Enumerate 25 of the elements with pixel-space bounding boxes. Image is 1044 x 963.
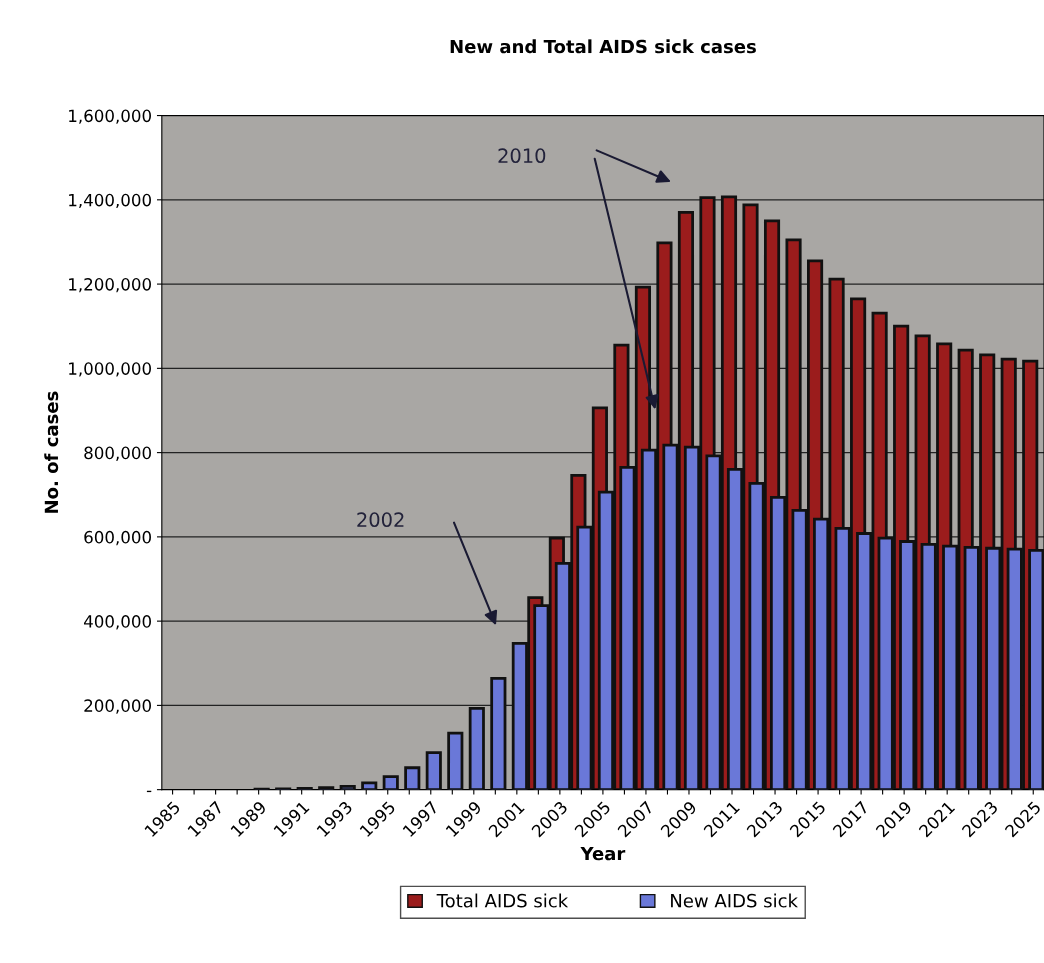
y-tick-label: 1,400,000 bbox=[69, 193, 151, 209]
y-tick-label: 400,000 bbox=[83, 615, 151, 630]
bar bbox=[447, 731, 464, 790]
chart-title: New and Total AIDS sick cases bbox=[450, 39, 756, 54]
bar bbox=[404, 766, 421, 790]
bar bbox=[382, 775, 399, 790]
y-tick-label: 1,000,000 bbox=[69, 362, 151, 377]
x-axis-title: Year bbox=[580, 846, 626, 861]
legend-label: Total AIDS sick bbox=[436, 893, 569, 908]
bar bbox=[490, 677, 507, 790]
legend-label: New AIDS sick bbox=[671, 893, 798, 908]
y-tick-label: 800,000 bbox=[84, 446, 151, 461]
y-tick-label: 200,000 bbox=[84, 699, 151, 714]
bar bbox=[318, 786, 335, 790]
bar bbox=[425, 751, 442, 790]
bar bbox=[339, 784, 356, 790]
bar bbox=[361, 781, 378, 790]
y-tick-label: 1,600,000 bbox=[69, 109, 151, 124]
y-tick-label: 1,200,000 bbox=[69, 278, 151, 293]
annotation: 2010 bbox=[498, 148, 546, 164]
bar bbox=[468, 706, 485, 790]
y-tick-label: 600,000 bbox=[84, 530, 151, 546]
annotation: 2002 bbox=[357, 512, 404, 528]
y-axis-title: No. of cases bbox=[44, 391, 59, 513]
y-tick-label: - bbox=[146, 790, 152, 793]
